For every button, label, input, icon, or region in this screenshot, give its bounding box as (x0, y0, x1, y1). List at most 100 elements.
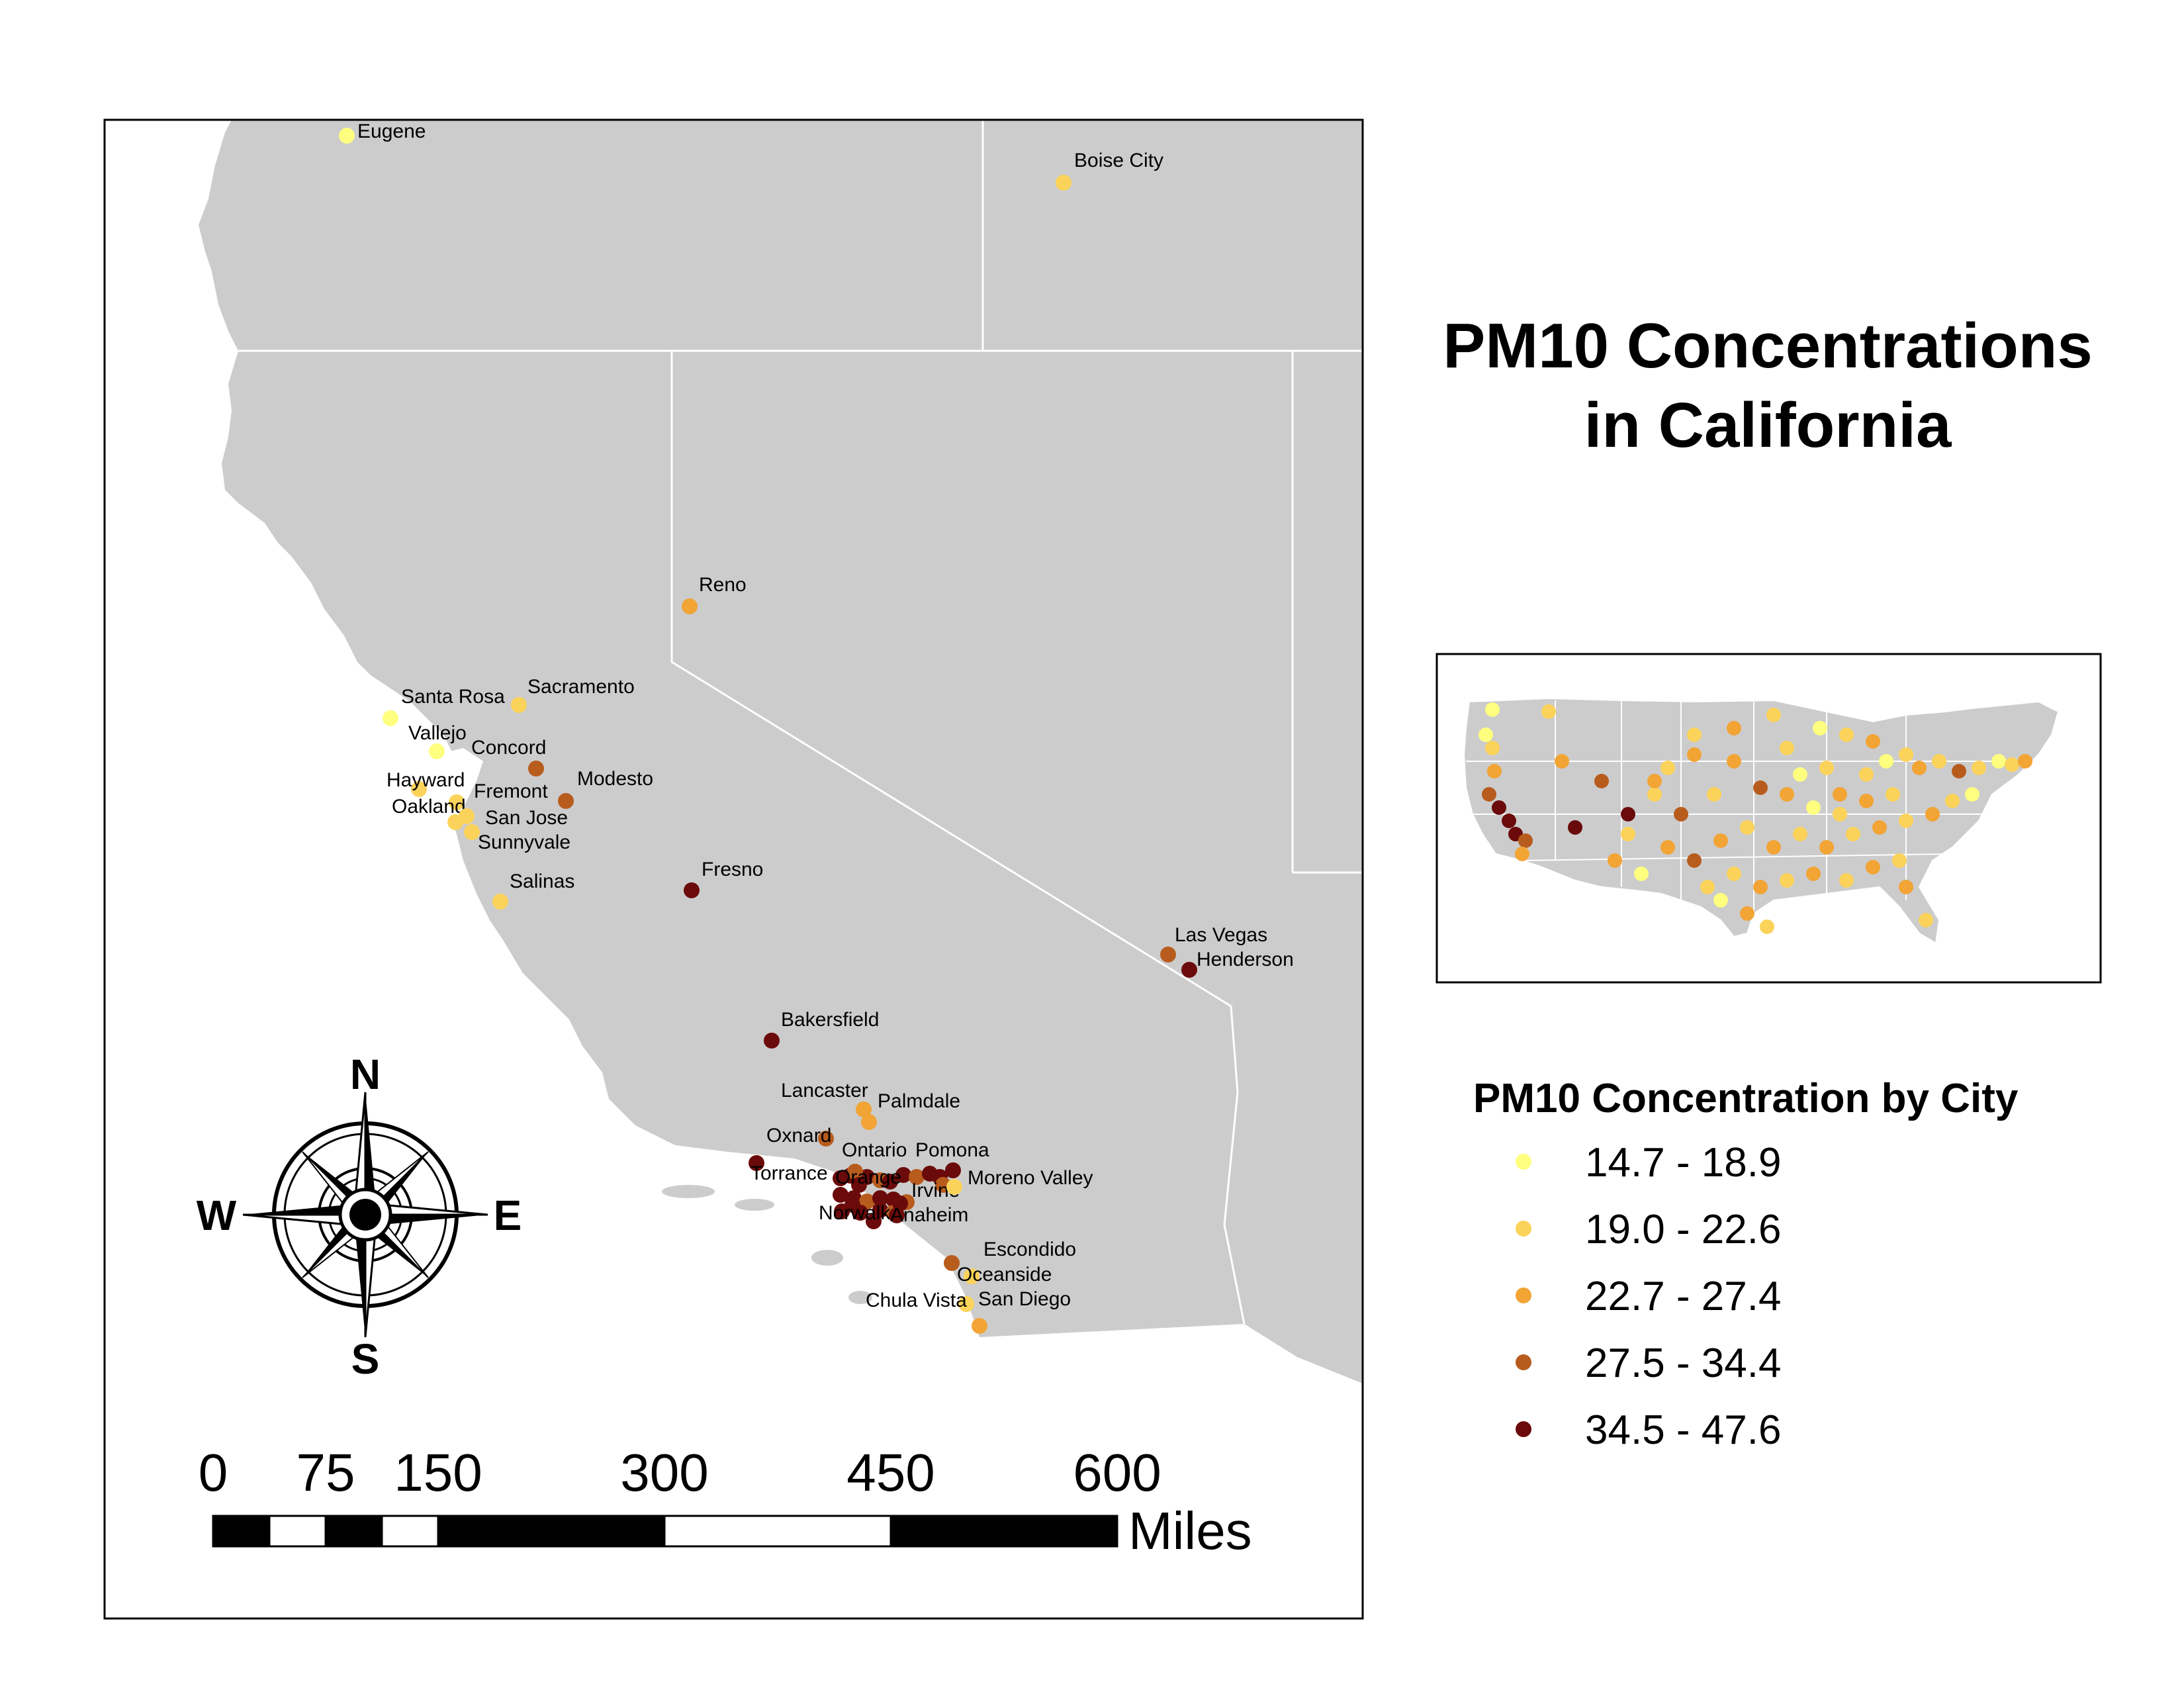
inset-city-point (1740, 906, 1754, 921)
city-label: Oceanside (957, 1264, 1052, 1286)
inset-city-point (1945, 794, 1960, 808)
city-anaheim: Anaheim (889, 1204, 968, 1226)
city-label: Henderson (1197, 949, 1294, 970)
inset-city-point (1541, 704, 1556, 719)
legend-swatch (1516, 1221, 1531, 1237)
city-oxnard: Oxnard (766, 1125, 834, 1147)
city-point (528, 761, 544, 776)
inset-city-point (1727, 721, 1741, 735)
inset-city-point (1621, 827, 1635, 841)
inset-city-point (1932, 754, 1946, 769)
inset-city-point (1819, 840, 1834, 855)
island-4 (848, 1291, 872, 1304)
city-label: Oakland (392, 796, 466, 818)
state-borders (238, 120, 1363, 1325)
cluster-city-point (895, 1167, 911, 1183)
city-point (856, 1102, 872, 1117)
inset-city-point (1621, 807, 1635, 821)
city-bakersfield: Bakersfield (764, 1009, 879, 1049)
inset-city-point (1879, 754, 1893, 769)
city-point (383, 710, 398, 726)
city-label: Norwalk (819, 1202, 891, 1224)
inset-city-point (1661, 840, 1675, 855)
city-point (459, 808, 475, 824)
city-point (851, 1177, 867, 1193)
city-layer: Eugene Boise City Reno Sacramento Santa Rosa… (339, 120, 1294, 1334)
cluster-city-point (833, 1187, 848, 1203)
map-title: PM10 Concentrations in California (1443, 310, 2093, 461)
inset-city-point (1515, 847, 1529, 861)
main-map: Eugene Boise City Reno Sacramento Santa Rosa… (103, 118, 1364, 1620)
city-point (682, 598, 698, 614)
city-las-vegas: Las Vegas (1160, 924, 1267, 962)
legend: PM10 Concentration by City 14.7 - 18.9 19… (1473, 1076, 2019, 1453)
legend-swatch (1516, 1421, 1531, 1437)
inset-city-point (1819, 761, 1834, 775)
inset-city-point (1700, 880, 1715, 894)
legend-label: 22.7 - 27.4 (1585, 1274, 1781, 1319)
compass-east: E (494, 1192, 522, 1239)
city-label: Escondido (983, 1239, 1076, 1260)
island-1 (662, 1185, 715, 1198)
city-label: Reno (699, 574, 747, 596)
legend-swatch (1516, 1154, 1531, 1170)
city-label: Fresno (702, 859, 763, 880)
city-pomona: Pomona (915, 1139, 989, 1178)
city-label: Concord (471, 737, 546, 759)
city-label: Sunnyvale (478, 831, 570, 853)
city-label: Oxnard (766, 1125, 831, 1147)
city-label: Bakersfield (781, 1009, 879, 1031)
inset-city-point (1899, 880, 1913, 894)
inset-city-point (1687, 727, 1702, 742)
city-label: Lancaster (781, 1080, 868, 1102)
inset-city-point (1740, 820, 1754, 835)
inset-city-point (1753, 880, 1768, 894)
scale-tick-label: 600 (1073, 1443, 1161, 1502)
land-nevada (672, 351, 1293, 1006)
city-salinas: Salinas (492, 870, 574, 910)
inset-city-point (1647, 774, 1662, 788)
city-boise-city: Boise City (1056, 150, 1163, 191)
water-sf-bay (424, 748, 483, 827)
inset-city-point (1487, 764, 1502, 778)
legend-item: 27.5 - 34.4 (1516, 1340, 1781, 1386)
city-label: Pomona (915, 1139, 989, 1161)
city-norwalk: Norwalk (819, 1197, 891, 1224)
city-point (1181, 962, 1197, 978)
city-point (861, 1114, 877, 1130)
inset-city-point (1766, 708, 1781, 722)
inset-city-point (1760, 919, 1774, 934)
city-henderson: Henderson (1181, 949, 1294, 978)
cluster-city-point (866, 1213, 882, 1229)
city-torrance: Torrance (749, 1155, 828, 1184)
inset-city-point (1859, 794, 1874, 808)
city-sacramento: Sacramento (511, 676, 635, 713)
scale-tick-label: 450 (846, 1443, 934, 1502)
cluster-city-point (909, 1169, 925, 1185)
city-label: Santa Rosa (401, 686, 505, 708)
cluster-city-point (892, 1196, 908, 1211)
city-san-diego: San Diego (972, 1288, 1071, 1334)
city-label: Anaheim (890, 1204, 968, 1226)
city-point (558, 793, 574, 809)
inset-city-point (1866, 860, 1880, 874)
inset-map (1435, 653, 2102, 984)
city-point (946, 1179, 962, 1195)
inset-city-point (2005, 757, 2019, 772)
city-point (764, 1033, 780, 1049)
scale-tick-label: 75 (296, 1443, 355, 1502)
inset-city-point (1766, 840, 1781, 855)
legend-item: 19.0 - 22.6 (1516, 1207, 1781, 1252)
city-label: Sacramento (527, 676, 635, 698)
inset-city-point (1485, 741, 1500, 755)
city-oceanside: Oceanside (957, 1264, 1052, 1286)
title-line-1: PM10 Concentrations (1443, 310, 2093, 381)
legend-label: 34.5 - 47.6 (1585, 1407, 1781, 1453)
inset-city-point (1806, 867, 1821, 881)
city-fremont: Fremont (449, 780, 548, 810)
inset-city-point (1780, 787, 1794, 802)
inset-city-point (1687, 853, 1702, 868)
inset-city-point (1899, 814, 1913, 828)
city-point (847, 1164, 863, 1180)
